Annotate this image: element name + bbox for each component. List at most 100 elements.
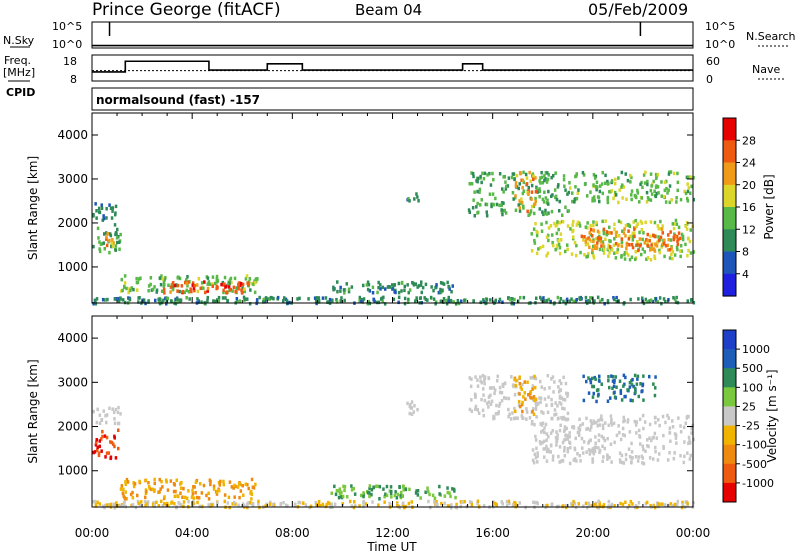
data-cell <box>521 409 524 414</box>
data-cell <box>96 448 99 453</box>
data-cell <box>517 203 520 207</box>
x-tick-label: 12:00 <box>375 526 410 540</box>
data-cell <box>607 254 610 258</box>
data-cell <box>620 237 624 241</box>
data-cell <box>643 181 647 185</box>
data-cell <box>340 296 343 300</box>
data-cell <box>657 226 660 231</box>
data-cell <box>131 495 135 500</box>
data-cell <box>543 455 546 459</box>
data-cell <box>631 377 634 382</box>
data-cell <box>534 397 538 402</box>
freq-tick-top: 18 <box>63 55 77 68</box>
data-cell <box>479 203 482 207</box>
data-cell <box>564 437 567 441</box>
data-cell <box>483 398 487 403</box>
data-cell <box>545 212 549 216</box>
data-cell <box>105 243 109 248</box>
data-cell <box>628 243 631 247</box>
data-cell <box>507 296 510 300</box>
data-cell <box>597 499 600 504</box>
data-cell <box>157 297 160 302</box>
data-cell <box>165 480 168 484</box>
data-cell <box>648 299 651 303</box>
data-cell <box>566 449 570 454</box>
data-cell <box>624 172 627 176</box>
data-cell <box>101 429 104 434</box>
data-cell <box>449 298 453 303</box>
data-cell <box>556 243 559 248</box>
data-cell <box>617 200 620 205</box>
data-cell <box>513 177 516 182</box>
data-cell <box>153 477 156 482</box>
data-cell <box>539 400 542 404</box>
data-cell <box>269 500 272 505</box>
data-cell <box>508 501 511 506</box>
data-cell <box>127 296 130 300</box>
data-cell <box>649 248 652 252</box>
data-cell <box>628 381 632 385</box>
data-cell <box>209 482 212 487</box>
data-cell <box>500 210 504 214</box>
data-cell <box>566 243 569 247</box>
data-cell <box>345 282 348 286</box>
data-cell <box>507 407 510 412</box>
data-cell <box>545 254 548 258</box>
data-cell <box>608 225 611 230</box>
data-cell <box>552 174 555 178</box>
data-cell <box>561 406 564 410</box>
data-cell <box>427 499 430 504</box>
data-cell <box>179 298 183 302</box>
data-cell <box>558 300 561 304</box>
data-cell <box>421 285 425 290</box>
data-cell <box>429 505 432 510</box>
data-cell <box>378 497 381 501</box>
data-cell <box>517 400 521 404</box>
data-cell <box>222 482 225 487</box>
data-cell <box>550 377 553 381</box>
data-cell <box>136 499 140 504</box>
data-cell <box>543 178 546 183</box>
data-cell <box>566 433 569 438</box>
data-cell <box>476 408 479 412</box>
data-cell <box>630 441 633 446</box>
data-cell <box>504 211 508 215</box>
data-cell <box>663 180 667 185</box>
data-cell <box>686 236 690 241</box>
data-cell <box>96 226 100 231</box>
data-cell <box>539 442 542 446</box>
data-cell <box>586 242 590 246</box>
data-cell <box>571 191 574 195</box>
data-cell <box>564 381 568 386</box>
data-cell <box>609 442 613 446</box>
data-cell <box>539 246 542 250</box>
data-cell <box>335 297 338 302</box>
data-cell <box>591 248 594 252</box>
data-cell <box>202 286 205 291</box>
data-cell <box>622 185 626 189</box>
date-label: 05/Feb/2009 <box>588 0 688 19</box>
data-cell <box>623 257 627 261</box>
data-cell <box>383 494 386 499</box>
data-cell <box>193 288 196 293</box>
data-cell <box>248 277 252 281</box>
data-cell <box>633 231 636 235</box>
data-cell <box>624 375 627 380</box>
data-cell <box>687 435 691 440</box>
data-cell <box>633 234 636 239</box>
data-cell <box>138 296 141 300</box>
data-cell <box>621 433 625 437</box>
data-cell <box>541 244 545 249</box>
data-cell <box>668 184 672 188</box>
data-cell <box>633 193 637 198</box>
data-cell <box>505 184 508 189</box>
data-cell <box>343 298 346 303</box>
data-cell <box>675 441 678 445</box>
data-cell <box>613 251 616 255</box>
data-cell <box>414 299 417 303</box>
data-cell <box>598 199 601 204</box>
data-cell <box>114 244 118 248</box>
data-cell <box>154 298 157 303</box>
data-cell <box>540 222 543 226</box>
